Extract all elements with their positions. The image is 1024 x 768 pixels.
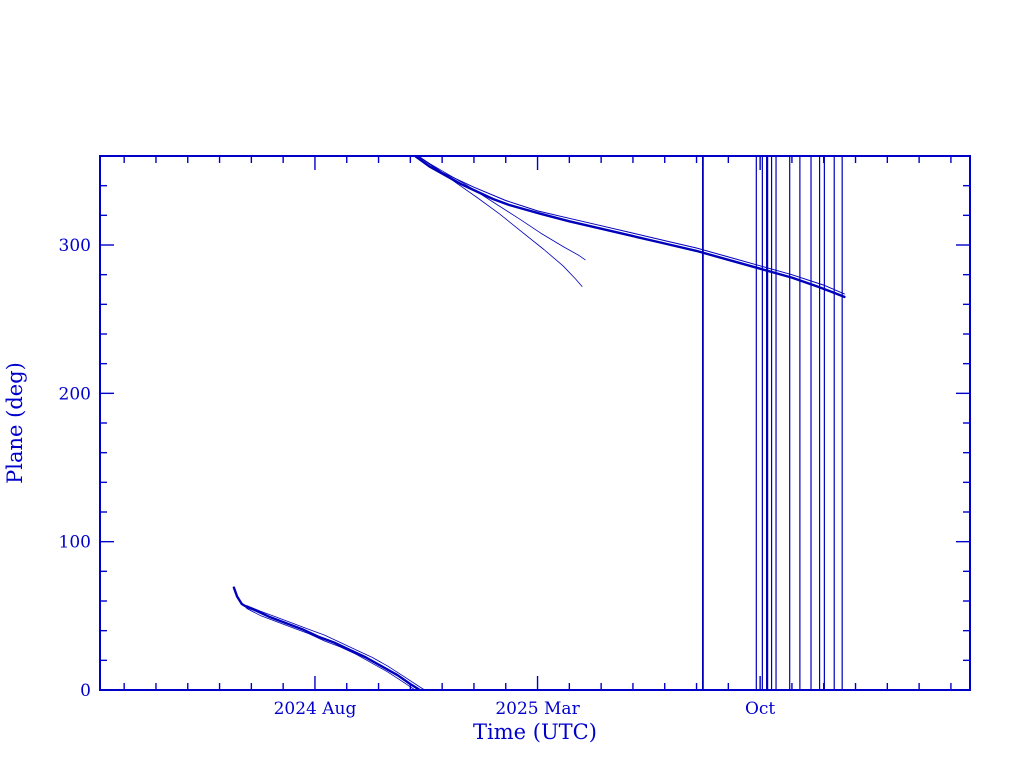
x-axis-label: Time (UTC) bbox=[473, 720, 597, 744]
axes-frame-layer bbox=[99, 155, 971, 691]
y-tick-label: 300 bbox=[59, 236, 91, 256]
y-tick-label: 0 bbox=[80, 681, 91, 701]
plane-upper-main bbox=[413, 156, 846, 299]
plot-frame bbox=[99, 155, 971, 691]
y-tick-label: 200 bbox=[59, 384, 91, 404]
x-tick-label: 2024 Aug bbox=[274, 699, 357, 719]
plane-lower-thin-low bbox=[246, 608, 416, 690]
y-tick-label: 100 bbox=[59, 533, 91, 553]
x-tick-label: Oct bbox=[745, 699, 775, 719]
y-axis-label: Plane (deg) bbox=[3, 362, 27, 484]
plane-upper-stray-mid bbox=[416, 156, 586, 261]
plane-lower-main bbox=[232, 586, 422, 690]
plane-upper-stray-steep bbox=[419, 157, 583, 287]
axis-ticks-layer bbox=[100, 156, 970, 691]
vertical-lines-layer bbox=[701, 156, 843, 690]
tick-labels-layer: 2024 Aug 2025 Mar Oct 0 100 200 300 bbox=[59, 236, 776, 719]
plane-lower-thin-high bbox=[246, 605, 426, 690]
x-tick-label: 2025 Mar bbox=[495, 699, 580, 719]
plane-upper-second bbox=[417, 156, 845, 295]
series-layer bbox=[232, 156, 846, 690]
